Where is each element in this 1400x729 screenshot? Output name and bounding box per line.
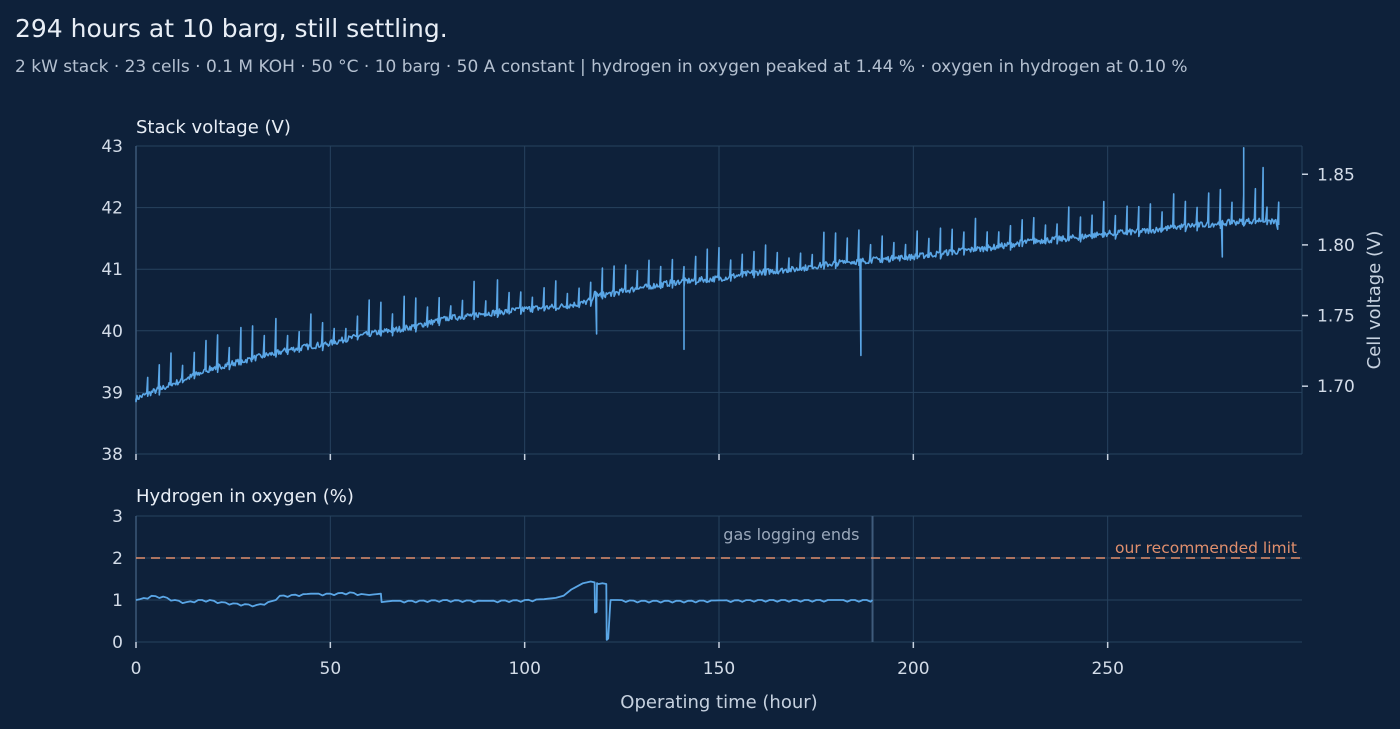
h2-xtick-label: 0 xyxy=(131,659,142,679)
h2-xtick-label: 50 xyxy=(320,659,342,679)
h2-series-line xyxy=(135,580,874,641)
page-subtitle: 2 kW stack · 23 cells · 0.1 M KOH · 50 °… xyxy=(15,57,1188,77)
voltage-ytick-label: 40 xyxy=(101,322,123,342)
voltage-ytick-label: 39 xyxy=(101,383,123,403)
voltage-series-line xyxy=(135,147,1280,403)
h2-ytick-label: 1 xyxy=(112,591,123,611)
h2-xtick-label: 150 xyxy=(703,659,735,679)
x-axis-label: Operating time (hour) xyxy=(620,692,817,713)
voltage-ytick-label: 42 xyxy=(101,199,123,219)
cell-voltage-axis-label: Cell voltage (V) xyxy=(1364,231,1385,370)
cell-voltage-tick-label: 1.85 xyxy=(1317,165,1355,185)
h2-ytick-label: 2 xyxy=(112,549,123,569)
h2-ytick-label: 0 xyxy=(112,633,123,653)
page-title: 294 hours at 10 barg, still settling. xyxy=(15,14,448,43)
h2-panel-title: Hydrogen in oxygen (%) xyxy=(136,486,354,507)
voltage-ytick-label: 43 xyxy=(101,137,123,157)
h2-xtick-label: 200 xyxy=(897,659,929,679)
voltage-ytick-label: 41 xyxy=(101,260,123,280)
voltage-ytick-label: 38 xyxy=(101,445,123,465)
cell-voltage-tick-label: 1.70 xyxy=(1317,377,1355,397)
h2-xtick-label: 100 xyxy=(508,659,540,679)
voltage-panel-title: Stack voltage (V) xyxy=(136,117,291,138)
recommended-limit-label: our recommended limit xyxy=(1115,539,1297,557)
h2-ytick-label: 3 xyxy=(112,507,123,527)
cell-voltage-tick-label: 1.80 xyxy=(1317,236,1355,256)
cell-voltage-tick-label: 1.75 xyxy=(1317,307,1355,327)
h2-xtick-label: 250 xyxy=(1091,659,1123,679)
gas-logging-end-label: gas logging ends xyxy=(723,525,859,544)
